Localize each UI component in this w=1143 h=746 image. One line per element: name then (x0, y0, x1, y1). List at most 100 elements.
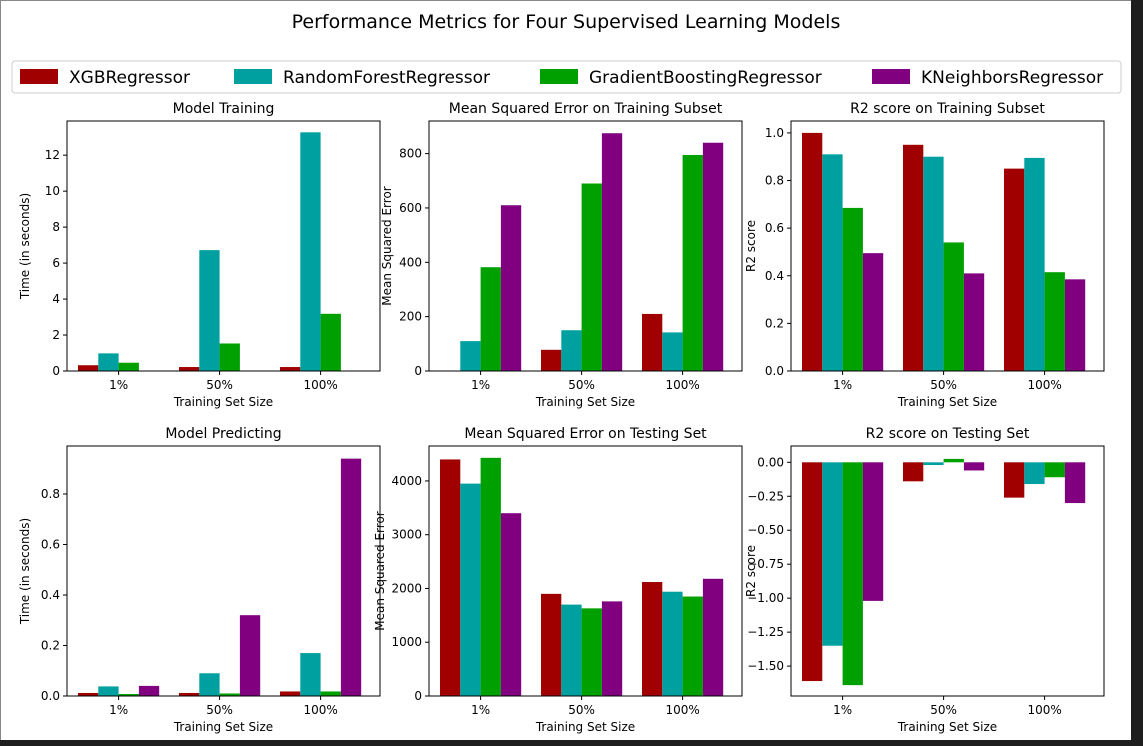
y-tick-label: 0.4 (765, 269, 784, 283)
bar (682, 154, 703, 371)
y-axis-label: Time (in seconds) (18, 193, 32, 300)
bar (199, 673, 220, 696)
y-tick-label: 0.0 (41, 689, 60, 703)
bar (138, 685, 160, 696)
y-tick-label: 0.0 (765, 364, 784, 378)
x-tick-label: 1% (471, 703, 490, 717)
bar (98, 686, 119, 696)
subplot-title: R2 score on Training Subset (850, 101, 1045, 117)
y-tick-label: −0.50 (747, 523, 784, 537)
legend: XGBRegressor RandomForestRegressor Gradien… (11, 60, 1122, 94)
bar (179, 692, 200, 696)
plot-frame (66, 445, 381, 697)
y-tick-label: 6 (52, 256, 60, 270)
bar (923, 462, 944, 466)
legend-swatch (20, 69, 58, 84)
y-tick-label: −0.75 (747, 557, 784, 571)
y-tick-label: 0.6 (765, 221, 784, 235)
bar (581, 608, 602, 696)
bar (601, 601, 623, 696)
bar (460, 341, 481, 371)
bar (219, 343, 240, 371)
bar (842, 207, 863, 371)
subplot-grid: 0 2 4 6 8 10 12 1% 50% 100% Model Training Training… (18, 101, 1105, 734)
legend-label: GradientBoostingRegressor (589, 68, 822, 88)
y-axis-label: R2 score (744, 545, 758, 597)
bar (923, 156, 944, 371)
bar (903, 462, 924, 482)
y-tick-label: 12 (45, 148, 60, 162)
bar (963, 273, 985, 371)
bar (1004, 462, 1025, 498)
y-tick-label: 2 (52, 328, 60, 342)
bar (1024, 157, 1045, 371)
bar (642, 582, 663, 696)
y-tick-label: 0.8 (765, 174, 784, 188)
bar (1004, 168, 1025, 371)
x-tick-label: 50% (568, 378, 595, 392)
bar (78, 365, 99, 371)
bar (581, 183, 602, 371)
bar (199, 250, 220, 371)
plot-frame (790, 120, 1105, 372)
legend-label: XGBRegressor (69, 68, 190, 88)
bar (702, 142, 724, 371)
y-tick-label: −1.50 (747, 659, 784, 673)
y-tick-label: 0 (52, 364, 60, 378)
bar (440, 459, 461, 696)
bar (118, 693, 139, 696)
bar (280, 691, 301, 696)
bar (943, 242, 964, 371)
y-tick-label: 4000 (391, 474, 422, 488)
y-tick-label: 600 (399, 201, 422, 215)
bar (862, 462, 884, 601)
subplot-title: Model Training (173, 101, 275, 117)
x-tick-label: 100% (303, 703, 337, 717)
bar (1044, 462, 1065, 478)
x-axis-label: Training Set Size (173, 395, 273, 409)
subplot-2: 0 200 400 600 800 1% 50% 100% Mean Squared Error… (380, 101, 743, 409)
y-tick-label: 8 (52, 220, 60, 234)
scroll-edge (1131, 0, 1143, 746)
y-tick-label: 0 (414, 364, 422, 378)
bar (280, 367, 301, 371)
bar (300, 653, 321, 696)
legend-label: RandomForestRegressor (283, 68, 490, 88)
bar (1064, 279, 1086, 371)
x-axis-label: Training Set Size (535, 720, 635, 734)
y-tick-label: 3000 (391, 528, 422, 542)
bar (642, 313, 663, 371)
subplot-title: R2 score on Testing Set (866, 426, 1030, 442)
y-tick-label: 0.2 (765, 316, 784, 330)
bar (963, 462, 985, 471)
bar (300, 132, 321, 371)
bar (1024, 462, 1045, 485)
legend-swatch (872, 69, 910, 84)
subplot-1: 0 2 4 6 8 10 12 1% 50% 100% Model Training Training… (18, 101, 381, 409)
bar (802, 132, 823, 371)
bar (862, 253, 884, 371)
bar (239, 615, 261, 696)
legend-label: KNeighborsRegressor (921, 68, 1103, 88)
bar (541, 593, 562, 696)
y-tick-label: 0.4 (41, 588, 60, 602)
y-tick-label: 400 (399, 255, 422, 269)
bar (842, 462, 863, 686)
bar (802, 462, 823, 682)
x-tick-label: 1% (109, 703, 128, 717)
y-tick-label: 200 (399, 310, 422, 324)
bottom-edge (0, 740, 1143, 746)
bar (179, 367, 200, 371)
subplot-3: 0.0 0.2 0.4 0.6 0.8 1.0 1% 50% 100% R2 score on T… (744, 101, 1105, 409)
x-tick-label: 50% (568, 703, 595, 717)
bar (98, 353, 119, 371)
y-tick-label: 0.8 (41, 487, 60, 501)
bar (541, 349, 562, 371)
x-tick-label: 100% (1027, 703, 1061, 717)
y-tick-label: 2000 (391, 581, 422, 595)
bar (78, 692, 99, 696)
x-tick-label: 1% (471, 378, 490, 392)
y-tick-label: 1.0 (765, 126, 784, 140)
bar (118, 362, 139, 371)
bar (460, 483, 481, 696)
